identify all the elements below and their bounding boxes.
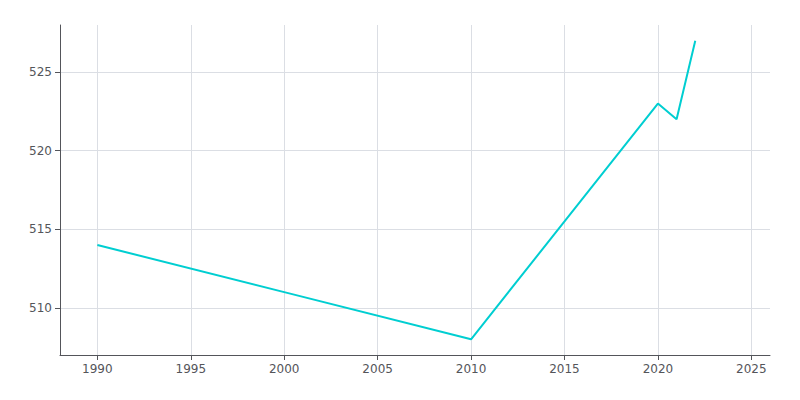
svg-text:1990: 1990: [82, 362, 113, 376]
svg-text:510: 510: [29, 301, 52, 315]
svg-text:2015: 2015: [549, 362, 580, 376]
svg-text:2020: 2020: [643, 362, 674, 376]
svg-text:2000: 2000: [269, 362, 300, 376]
svg-text:2010: 2010: [456, 362, 487, 376]
svg-text:2005: 2005: [362, 362, 393, 376]
svg-text:515: 515: [29, 222, 52, 236]
svg-text:1995: 1995: [176, 362, 207, 376]
svg-text:520: 520: [29, 144, 52, 158]
svg-text:2025: 2025: [736, 362, 767, 376]
svg-text:525: 525: [29, 65, 52, 79]
